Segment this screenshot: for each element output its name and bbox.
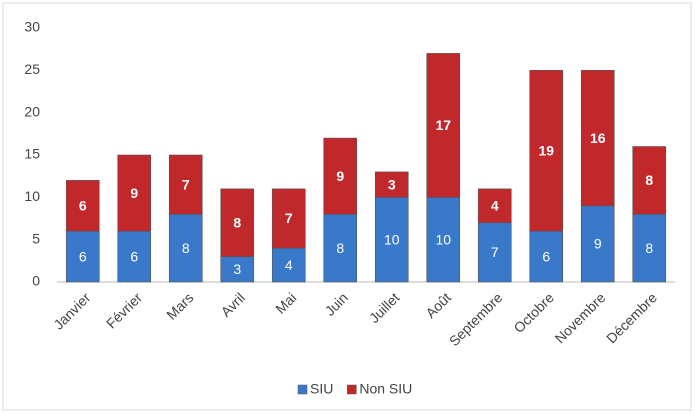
value-label: 7 xyxy=(285,210,293,226)
bar-segment xyxy=(271,247,306,283)
value-label: 3 xyxy=(388,176,396,192)
bar-segment xyxy=(323,137,358,215)
y-tick-label: 20 xyxy=(24,103,40,119)
value-label: 8 xyxy=(233,214,241,230)
value-label: 4 xyxy=(491,198,499,214)
bar-segment xyxy=(426,53,461,198)
bar-segment xyxy=(477,222,512,283)
bar-segment xyxy=(477,188,512,224)
y-tick-label: 5 xyxy=(32,230,40,246)
bar-segment xyxy=(65,180,100,232)
bar-segment xyxy=(529,230,564,283)
value-label: 4 xyxy=(285,257,293,273)
value-label: 7 xyxy=(491,244,499,260)
bar-segment xyxy=(580,70,615,207)
value-label: 3 xyxy=(233,261,241,277)
value-label: 9 xyxy=(130,185,138,201)
value-label: 8 xyxy=(645,172,653,188)
value-label: 10 xyxy=(435,231,451,247)
bar-segment xyxy=(426,197,461,283)
bar-segment xyxy=(117,230,152,283)
bar-segment xyxy=(374,171,409,198)
value-label: 9 xyxy=(336,168,344,184)
bar-segment xyxy=(374,197,409,283)
value-label: 19 xyxy=(538,142,554,158)
bar-segment xyxy=(632,213,667,283)
y-tick-label: 30 xyxy=(24,19,40,35)
legend-swatch xyxy=(297,384,308,395)
bar-segment xyxy=(323,213,358,283)
bar-segment xyxy=(168,154,203,215)
value-label: 6 xyxy=(79,198,87,214)
value-label: 10 xyxy=(384,231,400,247)
legend-label: Non SIU xyxy=(359,381,412,397)
y-tick-label: 25 xyxy=(24,61,40,77)
value-label: 6 xyxy=(542,248,550,264)
bar-segment xyxy=(220,188,255,257)
bar-segment xyxy=(117,154,152,232)
bar-segment xyxy=(168,213,203,283)
y-tick-label: 0 xyxy=(32,273,40,289)
legend-swatch xyxy=(347,384,357,395)
value-label: 9 xyxy=(594,236,602,252)
bar-segment xyxy=(65,230,100,283)
bar-segment xyxy=(632,146,667,215)
bar-segment xyxy=(529,70,564,232)
y-tick-label: 15 xyxy=(24,146,40,162)
value-label: 8 xyxy=(645,240,653,256)
value-label: 16 xyxy=(590,130,606,146)
bar-segment xyxy=(220,256,255,283)
value-label: 17 xyxy=(435,117,451,133)
bar-segment xyxy=(271,188,306,249)
bar-segment xyxy=(580,205,615,283)
value-label: 8 xyxy=(336,240,344,256)
value-label: 8 xyxy=(182,240,190,256)
value-label: 6 xyxy=(79,248,87,264)
y-tick-label: 10 xyxy=(24,188,40,204)
legend-label: SIU xyxy=(310,381,333,397)
value-label: 7 xyxy=(182,176,190,192)
value-label: 6 xyxy=(130,248,138,264)
